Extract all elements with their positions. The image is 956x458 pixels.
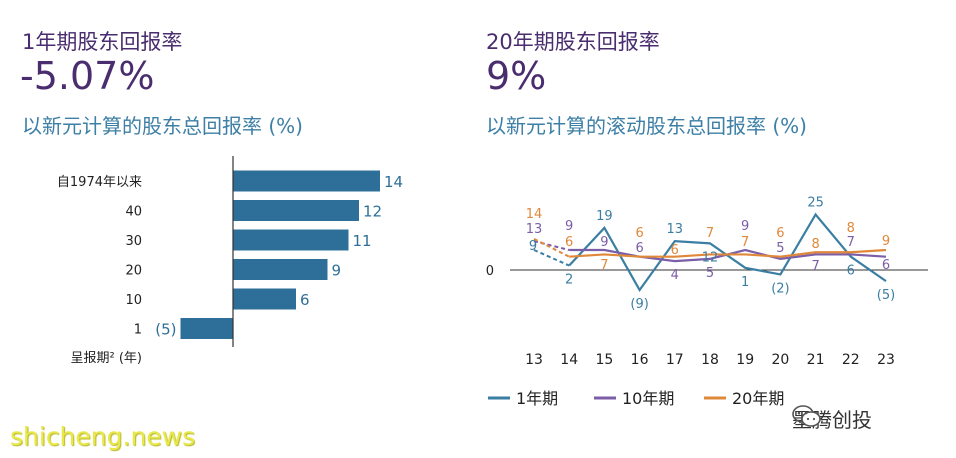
right-chart-subtitle: 以新元计算的滚动股东总回报率 (%)	[486, 114, 807, 138]
point-label-1-8: 7	[811, 259, 819, 274]
category-label-2: 30	[125, 234, 142, 249]
series-line-0-first-dashed	[533, 249, 570, 267]
point-label-0-8: 25	[807, 196, 824, 211]
bar-2	[233, 229, 349, 251]
series-line-1-first-dashed	[533, 240, 570, 251]
point-label-0-7: (2)	[771, 281, 789, 296]
left-kpi-label: 1年期股东回报率	[22, 30, 183, 54]
point-label-1-5: 5	[706, 266, 714, 281]
point-label-2-4: 6	[671, 243, 679, 258]
point-label-2-0: 14	[526, 207, 543, 222]
bar-value-label-0: 14	[384, 173, 403, 191]
point-label-0-4: 13	[667, 222, 684, 237]
legend-label-0: 1年期	[516, 389, 558, 408]
point-label-1-0: 13	[526, 222, 543, 237]
point-label-2-2: 7	[600, 258, 608, 273]
point-label-1-7: 5	[776, 241, 784, 256]
point-label-2-5: 7	[706, 226, 714, 241]
x-tick-label-3: 16	[631, 352, 649, 368]
point-label-0-5: 12	[702, 250, 719, 265]
point-label-0-10: (5)	[877, 288, 895, 303]
x-tick-label-0: 13	[525, 352, 543, 368]
x-tick-label-2: 15	[595, 352, 613, 368]
watermark: shicheng.news	[10, 422, 196, 451]
bar-0	[233, 170, 380, 192]
bar-value-label-1: 12	[363, 203, 382, 221]
point-label-0-3: (9)	[630, 297, 648, 312]
point-label-2-7: 6	[776, 226, 784, 241]
point-label-2-8: 8	[811, 237, 819, 252]
point-label-1-6: 9	[741, 219, 749, 234]
bar-5	[180, 318, 233, 339]
point-label-2-6: 7	[741, 235, 749, 250]
bar-value-label-4: 6	[300, 291, 310, 309]
left-kpi-value: -5.07%	[20, 54, 155, 98]
x-tick-label-7: 20	[771, 352, 789, 368]
zero-label: 0	[486, 264, 494, 279]
bar-1	[233, 200, 359, 221]
x-tick-label-4: 17	[666, 352, 684, 368]
point-label-1-4: 4	[671, 268, 679, 283]
legend-label-1: 10年期	[622, 389, 674, 408]
x-tick-label-9: 22	[842, 352, 860, 368]
bar-value-label-2: 11	[353, 232, 372, 250]
point-label-1-2: 9	[600, 235, 608, 250]
category-label-1: 40	[125, 205, 142, 220]
point-label-1-1: 9	[565, 219, 573, 234]
x-tick-label-10: 23	[877, 352, 895, 368]
point-label-2-9: 8	[847, 221, 855, 236]
right-kpi-label: 20年期股东回报率	[486, 30, 660, 54]
point-label-1-10: 6	[882, 258, 890, 273]
point-label-1-9: 7	[847, 235, 855, 250]
bar-3	[233, 259, 328, 280]
bar-4	[233, 288, 296, 310]
total-return-bar-chart: 自1974年以来 14 40 12 30 11 20 9 10 6 1 (5) 呈报期² (年)	[57, 156, 403, 366]
left-chart-subtitle: 以新元计算的股东总回报率 (%)	[22, 114, 303, 138]
bar-ylabel: 呈报期² (年)	[71, 351, 143, 366]
bar-value-label-3: 9	[332, 262, 342, 280]
category-label-4: 10	[125, 293, 142, 308]
category-label-3: 20	[125, 264, 142, 279]
x-tick-label-1: 14	[560, 352, 578, 368]
point-label-0-9: 6	[847, 264, 855, 279]
x-tick-label-5: 18	[701, 352, 719, 368]
category-label-5: 1	[134, 323, 142, 338]
point-label-1-3: 6	[635, 241, 643, 256]
brand-badge: 墨腾创投	[792, 404, 872, 433]
category-label-0: 自1974年以来	[57, 175, 142, 190]
x-tick-label-6: 19	[736, 352, 754, 368]
bar-value-label-5: (5)	[155, 321, 176, 339]
series-line-2	[569, 248, 887, 258]
point-label-0-0: 9	[529, 239, 537, 254]
x-tick-label-8: 21	[807, 352, 825, 368]
legend-label-2: 20年期	[732, 389, 784, 408]
point-label-0-6: 1	[741, 275, 749, 290]
point-label-0-1: 2	[565, 273, 573, 288]
wechat-icon	[792, 405, 821, 427]
point-label-2-3: 6	[635, 226, 643, 241]
point-label-2-10: 9	[882, 234, 890, 249]
right-kpi-value: 9%	[486, 54, 547, 98]
point-label-0-2: 19	[596, 209, 613, 224]
point-label-2-1: 6	[565, 235, 573, 250]
